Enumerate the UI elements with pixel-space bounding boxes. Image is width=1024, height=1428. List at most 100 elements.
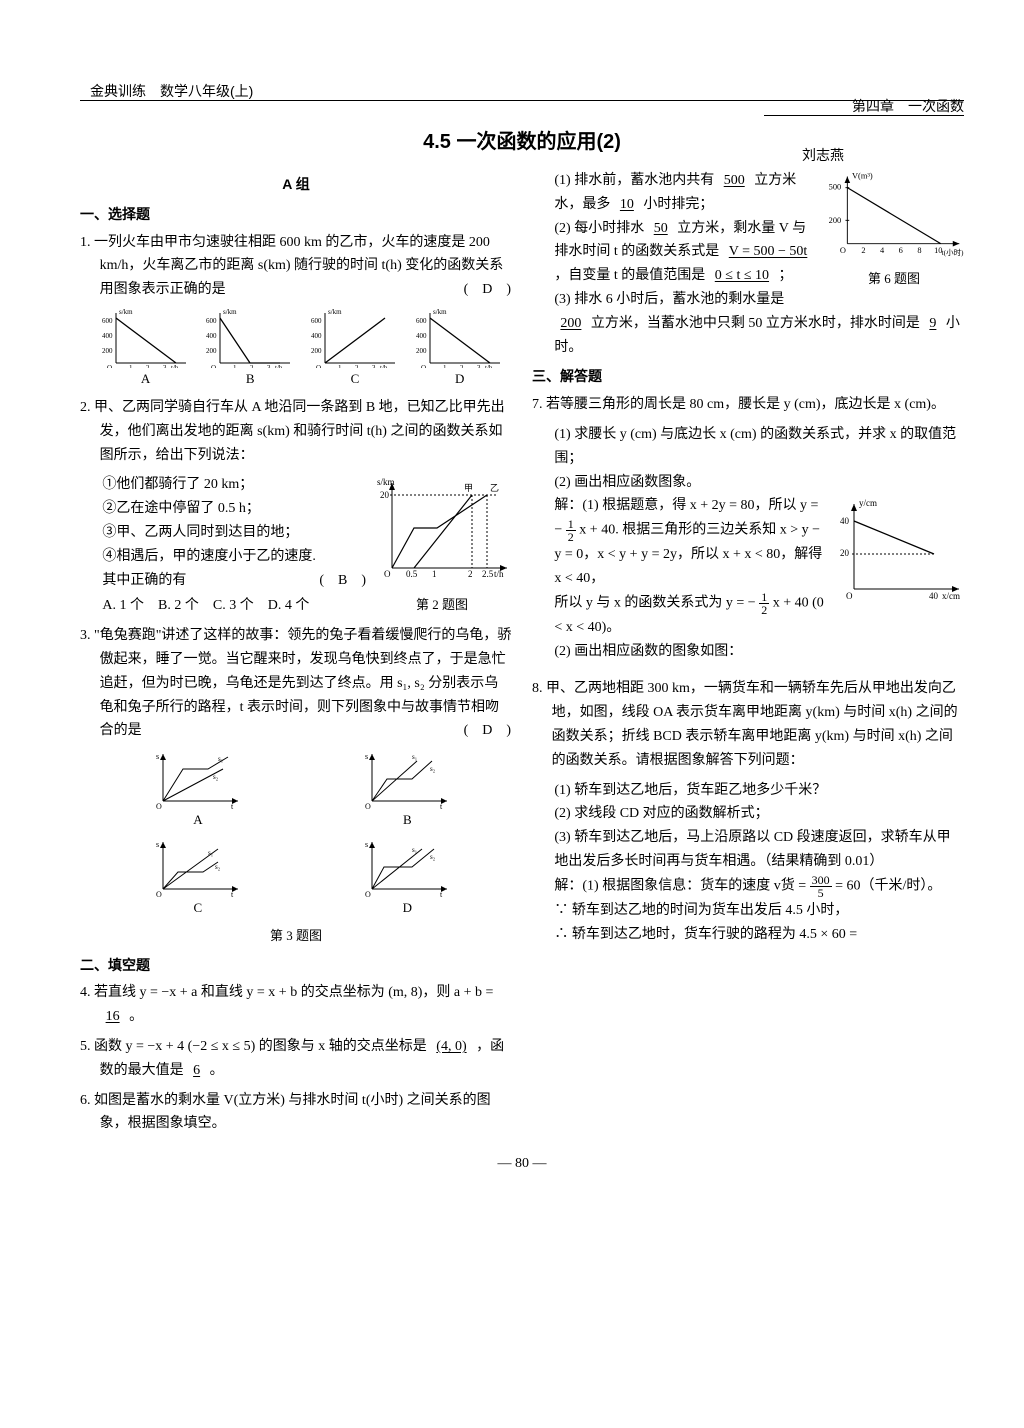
svg-text:500: 500 bbox=[829, 183, 842, 192]
q7-sol3: (2) 画出相应函数的图象如图： bbox=[532, 640, 964, 664]
svg-text:2: 2 bbox=[146, 364, 150, 368]
svg-text:s₂: s₂ bbox=[430, 853, 436, 861]
svg-text:t/h: t/h bbox=[275, 364, 283, 368]
svg-text:s/km: s/km bbox=[377, 477, 395, 487]
svg-text:600: 600 bbox=[311, 317, 322, 325]
q6-p1a: (1) 排水前，蓄水池内共有 bbox=[554, 173, 717, 188]
svg-text:40: 40 bbox=[840, 516, 850, 526]
svg-text:s: s bbox=[156, 752, 159, 761]
left-column: A 组 一、选择题 1. 一列火车由甲市匀速驶往相距 600 km 的乙市，火车… bbox=[80, 169, 512, 1142]
q6-figure: V(m³) 500 200 O 246810 t(小时) 第 6 题图 bbox=[824, 169, 964, 295]
q3-answer-paren: ( D ) bbox=[483, 719, 512, 743]
svg-text:s₂: s₂ bbox=[215, 863, 221, 871]
q4-stem-b: 。 bbox=[129, 1009, 143, 1024]
svg-text:400: 400 bbox=[206, 332, 217, 340]
svg-text:s/km: s/km bbox=[119, 308, 133, 316]
q1-graph-a: 600400200s/kmt/hO123 bbox=[101, 308, 191, 368]
q2-fig-caption: 第 2 题图 bbox=[372, 594, 512, 616]
q1-letter-c: C bbox=[310, 368, 400, 390]
q6-stem: 6. 如图是蓄水的剩水量 V(立方米) 与排水时间 t(小时) 之间关系的图象，… bbox=[80, 1089, 512, 1137]
svg-text:s: s bbox=[156, 840, 159, 849]
q3-graph-d: stOs₁s₂ bbox=[362, 837, 452, 897]
svg-text:20: 20 bbox=[840, 548, 850, 558]
svg-text:x/cm: x/cm bbox=[942, 591, 960, 601]
svg-text:O: O bbox=[384, 569, 391, 579]
svg-text:O: O bbox=[316, 364, 321, 368]
svg-text:s₂: s₂ bbox=[213, 773, 219, 781]
q3-letter-a: A bbox=[153, 809, 243, 831]
q5-ans2: 6 bbox=[187, 1063, 206, 1078]
q7-sol2a: 所以 y 与 x 的函数关系式为 y = − bbox=[554, 595, 755, 610]
q2-stem: 2. 甲、乙两同学骑自行车从 A 地沿同一条路到 B 地，已知乙比甲先出发，他们… bbox=[80, 400, 505, 463]
svg-text:600: 600 bbox=[416, 317, 427, 325]
svg-text:200: 200 bbox=[311, 347, 322, 355]
svg-text:s/km: s/km bbox=[433, 308, 447, 316]
section-blank: 二、填空题 bbox=[80, 954, 512, 978]
svg-text:t(小时): t(小时) bbox=[942, 247, 964, 257]
q5: 5. 函数 y = −x + 4 (−2 ≤ x ≤ 5) 的图象与 x 轴的交… bbox=[80, 1035, 512, 1083]
q1-graph-b: 600400200s/kmt/hO123 bbox=[205, 308, 295, 368]
svg-text:40: 40 bbox=[929, 591, 939, 601]
svg-text:3: 3 bbox=[163, 364, 167, 368]
svg-text:2: 2 bbox=[250, 364, 254, 368]
header-rule bbox=[80, 100, 964, 101]
svg-text:s₁: s₁ bbox=[218, 755, 223, 763]
q3-graph-c: stOs₁s₂ bbox=[153, 837, 243, 897]
q7-p2: (2) 画出相应函数图象。 bbox=[532, 471, 964, 495]
svg-text:O: O bbox=[156, 890, 162, 897]
q5-ans1: (4, 0) bbox=[430, 1039, 472, 1054]
right-column: V(m³) 500 200 O 246810 t(小时) 第 6 题图 (1) … bbox=[532, 169, 964, 1142]
q7-sol1b: x + 40. 根据三角形的三边关系知 x > y − y = 0，x < y … bbox=[554, 523, 822, 586]
svg-text:t/h: t/h bbox=[380, 364, 388, 368]
svg-text:1: 1 bbox=[129, 364, 133, 368]
q1-answer: D bbox=[482, 282, 492, 297]
q3-graphs-row2: stOs₁s₂ C stOs₁s₂ D bbox=[80, 837, 512, 919]
author: 刘志燕 bbox=[802, 145, 844, 169]
svg-text:2: 2 bbox=[460, 364, 464, 368]
q2-answer-paren: ( B ) bbox=[319, 569, 366, 593]
q2: 2. 甲、乙两同学骑自行车从 A 地沿同一条路到 B 地，已知乙比甲先出发，他们… bbox=[80, 396, 512, 467]
svg-text:1: 1 bbox=[338, 364, 342, 368]
q3-graph-b: stOs₁s₂ bbox=[362, 749, 452, 809]
svg-text:O: O bbox=[107, 364, 112, 368]
svg-text:0.5: 0.5 bbox=[406, 569, 418, 579]
svg-text:s₁: s₁ bbox=[208, 849, 213, 857]
svg-text:O: O bbox=[156, 802, 162, 809]
q6-fig-caption: 第 6 题图 bbox=[824, 268, 964, 290]
svg-text:V(m³): V(m³) bbox=[852, 171, 873, 180]
svg-text:3: 3 bbox=[477, 364, 481, 368]
q6-p1c: 小时排完； bbox=[643, 197, 713, 212]
q3-answer: D bbox=[482, 723, 492, 738]
q2-tail-text: 其中正确的有 bbox=[102, 573, 186, 588]
q3-stem: 3. "龟兔赛跑"讲述了这样的故事：领先的兔子看着缓慢爬行的乌龟，骄傲起来，睡了… bbox=[80, 628, 511, 738]
svg-text:O: O bbox=[840, 246, 846, 255]
svg-text:1: 1 bbox=[233, 364, 237, 368]
q1-answer-paren: ( D ) bbox=[483, 278, 512, 302]
q4-answer: 16 bbox=[100, 1009, 126, 1024]
q6-p1v1: 500 bbox=[718, 173, 751, 188]
q2-answer: B bbox=[338, 573, 347, 588]
svg-text:s: s bbox=[365, 840, 368, 849]
q6-p2a: (2) 每小时排水 bbox=[554, 221, 647, 236]
q1-letter-a: A bbox=[101, 368, 191, 390]
svg-text:2: 2 bbox=[468, 569, 473, 579]
svg-text:O: O bbox=[421, 364, 426, 368]
svg-text:O: O bbox=[365, 802, 371, 809]
q6-p3b: 立方米，当蓄水池中只剩 50 立方米水时，排水时间是 bbox=[591, 316, 924, 331]
q1-letter-b: B bbox=[205, 368, 295, 390]
svg-text:2.5: 2.5 bbox=[482, 569, 494, 579]
header-rule-right bbox=[764, 115, 964, 116]
q2-options: A. 1 个 B. 2 个 C. 3 个 D. 4 个 bbox=[80, 594, 366, 618]
q6-p2d: ； bbox=[779, 268, 793, 283]
svg-text:y/cm: y/cm bbox=[859, 498, 877, 508]
q3-graph-a: stOs₁s₂ bbox=[153, 749, 243, 809]
svg-text:t/h: t/h bbox=[494, 569, 504, 579]
q6-p2v: 50 bbox=[648, 221, 674, 236]
q2-opt-c: C. 3 个 bbox=[213, 594, 254, 618]
q6-p2c: ，自变量 t 的最值范围是 bbox=[554, 268, 708, 283]
svg-text:O: O bbox=[365, 890, 371, 897]
svg-text:s/km: s/km bbox=[328, 308, 342, 316]
svg-text:s₁: s₁ bbox=[412, 753, 417, 761]
q8-stem: 8. 甲、乙两地相距 300 km，一辆货车和一辆轿车先后从甲地出发向乙地，如图… bbox=[532, 677, 964, 772]
svg-text:400: 400 bbox=[311, 332, 322, 340]
